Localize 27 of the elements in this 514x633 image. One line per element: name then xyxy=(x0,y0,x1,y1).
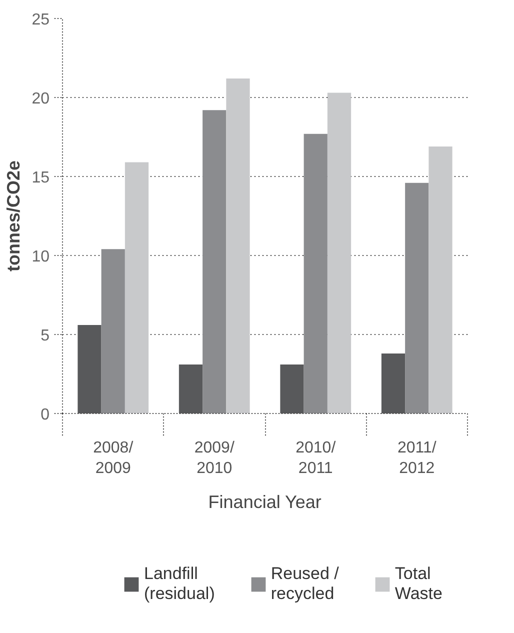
y-tick-label: 25 xyxy=(32,12,50,28)
y-tick-label: 10 xyxy=(32,248,50,266)
bar xyxy=(124,162,149,414)
bar xyxy=(280,364,304,414)
legend-label: Landfill (residual) xyxy=(144,564,215,604)
bar xyxy=(78,325,102,414)
x-axis-title: Financial Year xyxy=(208,492,322,512)
bar xyxy=(405,182,429,414)
y-tick-label: 15 xyxy=(32,170,50,186)
legend-label: Total Waste xyxy=(394,564,442,604)
legend-label: Reused / recycled xyxy=(270,564,339,604)
bar xyxy=(202,110,226,414)
y-axis-title: tonnes/CO2e xyxy=(4,160,24,272)
bar xyxy=(178,364,203,414)
x-tick-label: 2010/ 2011 xyxy=(296,440,336,477)
y-tick-label: 5 xyxy=(40,328,50,344)
bar xyxy=(428,146,452,414)
bar xyxy=(304,134,328,414)
bar xyxy=(226,78,250,414)
x-tick-label: 2008/ 2009 xyxy=(93,440,134,477)
y-tick-label: 0 xyxy=(40,406,50,424)
y-tick-label: 20 xyxy=(32,90,50,108)
bar xyxy=(381,353,406,414)
x-tick-label: 2011/ 2012 xyxy=(397,440,437,477)
bar xyxy=(101,249,125,414)
bar xyxy=(327,92,352,414)
x-tick-label: 2009/ 2010 xyxy=(194,440,235,477)
